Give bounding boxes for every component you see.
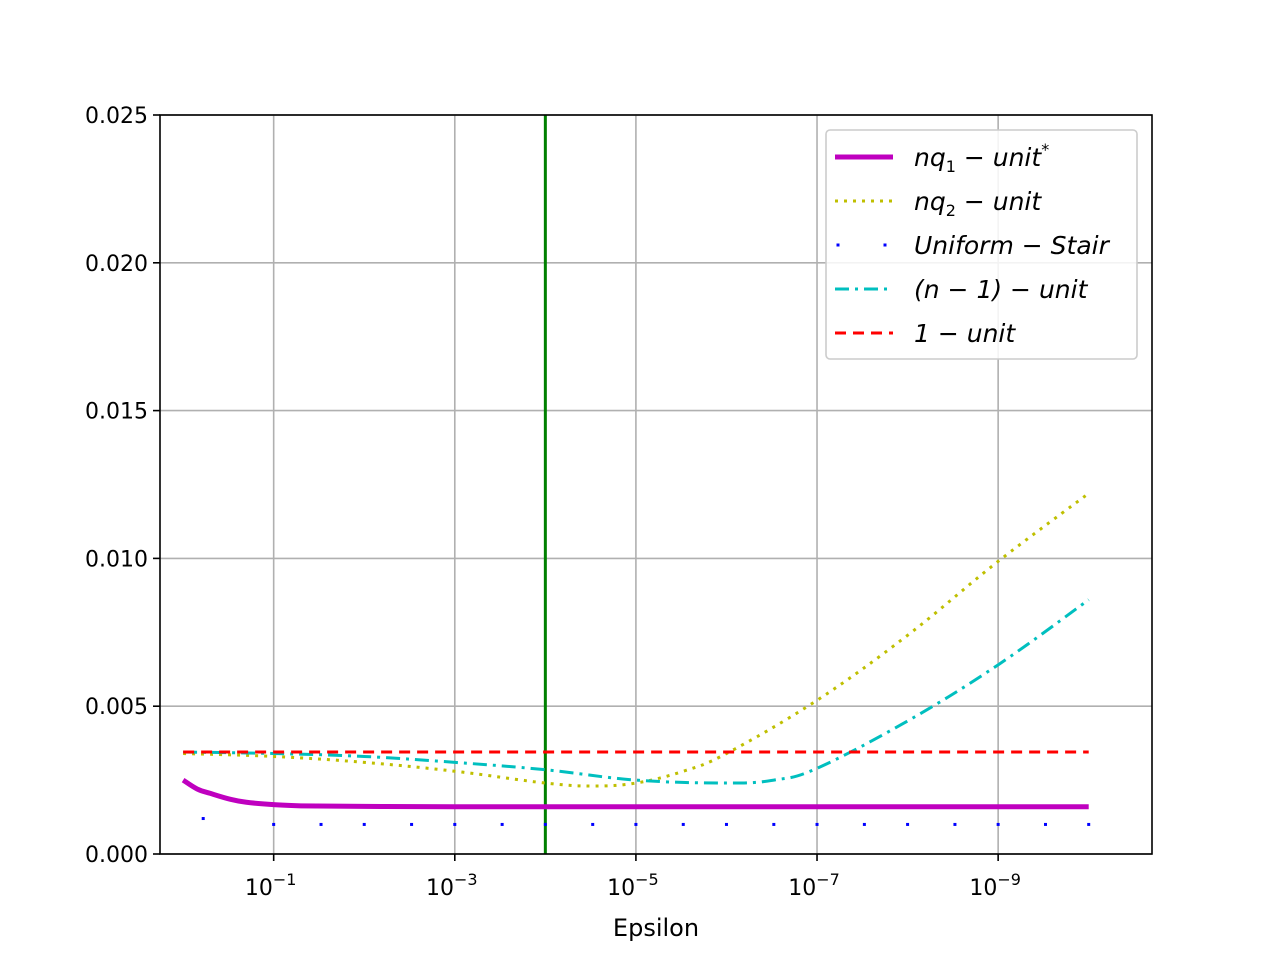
- x-tick-label: 10−3: [426, 870, 478, 901]
- legend-marker: [836, 243, 840, 247]
- legend-label: 1 − unit: [914, 319, 1016, 348]
- series-marker: [953, 822, 957, 826]
- x-tick-label: 10−9: [969, 870, 1021, 901]
- legend-label: nq1 − unit*: [914, 140, 1049, 176]
- y-tick-label: 0.000: [85, 843, 148, 868]
- y-tick-label: 0.025: [85, 104, 148, 129]
- legend: nq1 − unit* nq2 − unit Uniform − Stair (n −…: [825, 129, 1138, 360]
- x-tick-label: 10−1: [245, 870, 297, 901]
- x-axis-label: Epsilon: [613, 914, 699, 942]
- series-marker: [862, 822, 866, 826]
- y-tick-label: 0.015: [85, 400, 148, 425]
- legend-box: [825, 129, 1138, 360]
- series-marker: [634, 822, 638, 826]
- y-tick-label: 0.020: [85, 252, 148, 277]
- series-marker: [815, 822, 819, 826]
- series-marker: [500, 822, 504, 826]
- series-marker: [906, 822, 910, 826]
- legend-label: (n − 1) − unit: [914, 275, 1089, 304]
- legend-label: Uniform − Stair: [914, 231, 1111, 260]
- series-marker: [772, 822, 776, 826]
- series-marker: [362, 822, 366, 826]
- x-ticks: 10−1 10−3 10−5 10−7 10−9: [245, 854, 1021, 901]
- series-marker: [591, 822, 595, 826]
- series-line-0: [181, 777, 1089, 810]
- series-marker: [543, 822, 547, 826]
- series-marker: [724, 822, 728, 826]
- x-tick-label: 10−5: [607, 870, 659, 901]
- series-marker: [453, 822, 457, 826]
- series-marker: [272, 822, 276, 826]
- y-tick-label: 0.005: [85, 695, 148, 720]
- grid: [160, 114, 1152, 855]
- series-marker: [1087, 822, 1091, 826]
- plot-frame: [159, 114, 1153, 855]
- legend-marker: [883, 243, 887, 247]
- series-marker: [996, 822, 1000, 826]
- x-tick-label: 10−7: [788, 870, 840, 901]
- series-marker: [681, 822, 685, 826]
- series-marker: [410, 822, 414, 826]
- series-group: [181, 492, 1091, 826]
- legend-label: nq2 − unit: [914, 187, 1042, 220]
- series-marker: [201, 817, 205, 821]
- series-line-1: [183, 492, 1090, 788]
- y-tick-label: 0.010: [85, 547, 148, 572]
- series-line-3: [183, 598, 1090, 785]
- series-marker: [319, 822, 323, 826]
- y-ticks: 0.000 0.005 0.010 0.015 0.020 0.025: [85, 104, 160, 868]
- series-marker: [1043, 822, 1047, 826]
